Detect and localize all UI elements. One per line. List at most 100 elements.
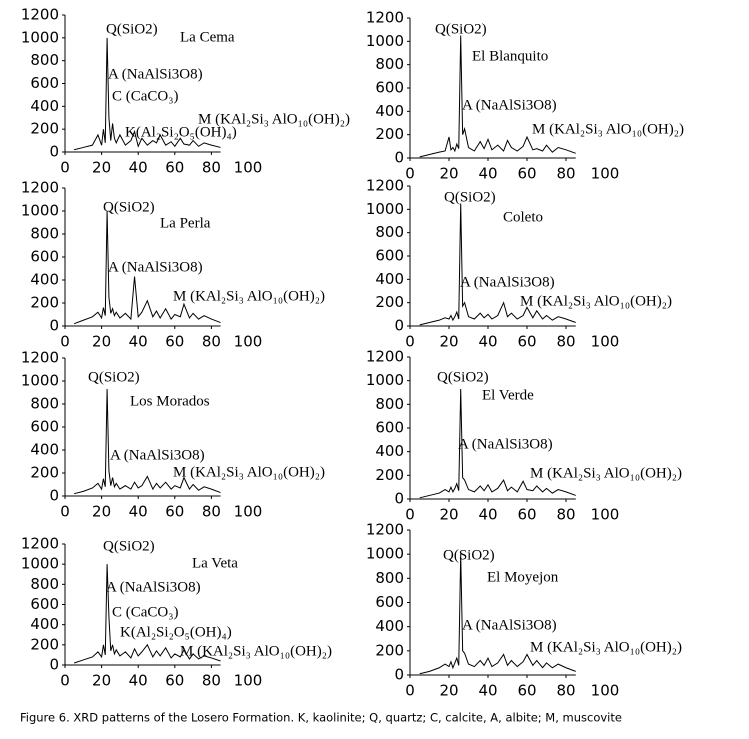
y-tick-label: 0 — [394, 666, 404, 684]
y-tick-label: 400 — [375, 270, 404, 288]
x-tick-label: 40 — [129, 333, 148, 351]
y-tick-label: 1200 — [21, 535, 59, 553]
x-tick-label: 0 — [60, 159, 70, 177]
x-tick-label: 80 — [556, 333, 575, 351]
peak-label: Q(SiO2) — [437, 369, 489, 385]
x-tick-label: 80 — [202, 503, 221, 521]
y-tick-label: 600 — [375, 419, 404, 437]
y-tick-label: 400 — [30, 441, 59, 459]
x-tick-label: 60 — [165, 503, 184, 521]
peak-label: M (KAl₂Si₃ AlO₁₀(OH)₂) — [180, 643, 332, 659]
x-tick-label: 80 — [556, 165, 575, 183]
y-tick-label: 1200 — [21, 6, 59, 24]
y-tick-label: 0 — [49, 143, 59, 161]
y-tick-label: 1000 — [366, 371, 404, 389]
y-tick-label: 600 — [30, 418, 59, 436]
x-tick-label: 20 — [92, 503, 111, 521]
x-tick-label: 60 — [517, 165, 536, 183]
y-tick-label: 1200 — [366, 521, 404, 539]
y-tick-label: 400 — [375, 102, 404, 120]
panel-title: La Perla — [160, 215, 211, 231]
x-tick-label: 60 — [517, 333, 536, 351]
x-tick-label: 40 — [129, 159, 148, 177]
peak-label: A (NaAlSi3O8) — [106, 579, 201, 595]
x-tick-label: 20 — [92, 672, 111, 690]
x-tick-label: 60 — [165, 672, 184, 690]
x-tick-label: 0 — [405, 333, 415, 351]
x-tick-label: 100 — [234, 503, 263, 521]
y-tick-label: 600 — [30, 595, 59, 613]
x-tick-label: 40 — [478, 165, 497, 183]
peak-label: M (KAl₂Si₃ AlO₁₀(OH)₂) — [530, 465, 682, 481]
y-tick-label: 1000 — [366, 32, 404, 50]
xrd-line — [74, 389, 221, 495]
y-tick-label: 400 — [30, 97, 59, 115]
x-tick-label: 60 — [517, 682, 536, 700]
panel-title: El Verde — [482, 387, 534, 403]
x-tick-label: 0 — [60, 333, 70, 351]
y-tick-label: 600 — [30, 248, 59, 266]
x-tick-label: 40 — [478, 506, 497, 524]
y-tick-label: 200 — [30, 120, 59, 138]
x-tick-label: 100 — [234, 672, 263, 690]
y-tick-label: 1200 — [366, 9, 404, 27]
x-tick-label: 80 — [202, 333, 221, 351]
xrd-line — [73, 564, 221, 664]
y-tick-label: 200 — [375, 125, 404, 143]
y-tick-label: 0 — [394, 317, 404, 335]
panel-title: El Blanquito — [472, 48, 548, 64]
peak-label: K(Al₂Si₂O₅(OH)₄) — [120, 624, 232, 640]
x-tick-label: 100 — [591, 682, 620, 700]
y-tick-label: 200 — [375, 293, 404, 311]
y-tick-label: 0 — [49, 656, 59, 674]
peak-label: C (CaCO₃) — [112, 88, 178, 104]
x-tick-label: 60 — [165, 333, 184, 351]
peak-label: M (KAl₂Si₃ AlO₁₀(OH)₂) — [530, 639, 682, 655]
x-tick-label: 40 — [129, 672, 148, 690]
x-tick-label: 100 — [591, 333, 620, 351]
panel-title: Los Morados — [130, 393, 210, 409]
y-tick-label: 800 — [375, 395, 404, 413]
y-tick-label: 400 — [375, 617, 404, 635]
x-tick-label: 0 — [405, 165, 415, 183]
x-tick-label: 80 — [202, 672, 221, 690]
x-tick-label: 20 — [439, 506, 458, 524]
peak-label: M (KAl₂Si₃ AlO₁₀(OH)₂) — [520, 293, 672, 309]
y-tick-label: 1000 — [366, 545, 404, 563]
x-tick-label: 80 — [556, 682, 575, 700]
x-tick-label: 60 — [165, 159, 184, 177]
y-tick-label: 600 — [375, 247, 404, 265]
y-tick-label: 0 — [49, 317, 59, 335]
y-tick-label: 200 — [30, 464, 59, 482]
xrd-line — [419, 554, 576, 675]
xrd-line — [419, 203, 576, 326]
y-tick-label: 200 — [30, 294, 59, 312]
y-tick-label: 1000 — [21, 555, 59, 573]
x-tick-label: 0 — [60, 672, 70, 690]
peak-label: M (KAl₂Si₃ AlO₁₀(OH)₂) — [198, 111, 350, 127]
y-tick-label: 0 — [394, 149, 404, 167]
peak-label: A (NaAlSi3O8) — [110, 447, 205, 463]
y-tick-label: 0 — [394, 490, 404, 508]
x-tick-label: 0 — [405, 682, 415, 700]
x-tick-label: 20 — [439, 333, 458, 351]
panel-title: El Moyejon — [487, 569, 559, 585]
x-tick-label: 40 — [478, 682, 497, 700]
x-tick-label: 20 — [92, 159, 111, 177]
peak-label: Q(SiO2) — [435, 21, 487, 37]
x-tick-label: 100 — [234, 333, 263, 351]
x-tick-label: 40 — [478, 333, 497, 351]
x-tick-label: 0 — [60, 503, 70, 521]
panel-title: La Cema — [180, 29, 235, 45]
xrd-line — [73, 210, 221, 325]
y-tick-label: 1200 — [21, 349, 59, 367]
y-tick-label: 400 — [375, 442, 404, 460]
peak-label: K(Al₂Si₂O₅(OH)₄) — [125, 124, 237, 140]
y-tick-label: 200 — [30, 635, 59, 653]
y-tick-label: 600 — [30, 74, 59, 92]
y-tick-label: 1200 — [21, 179, 59, 197]
x-tick-label: 60 — [517, 506, 536, 524]
peak-label: A (NaAlSi3O8) — [108, 259, 203, 275]
peak-label: Q(SiO2) — [88, 369, 140, 385]
